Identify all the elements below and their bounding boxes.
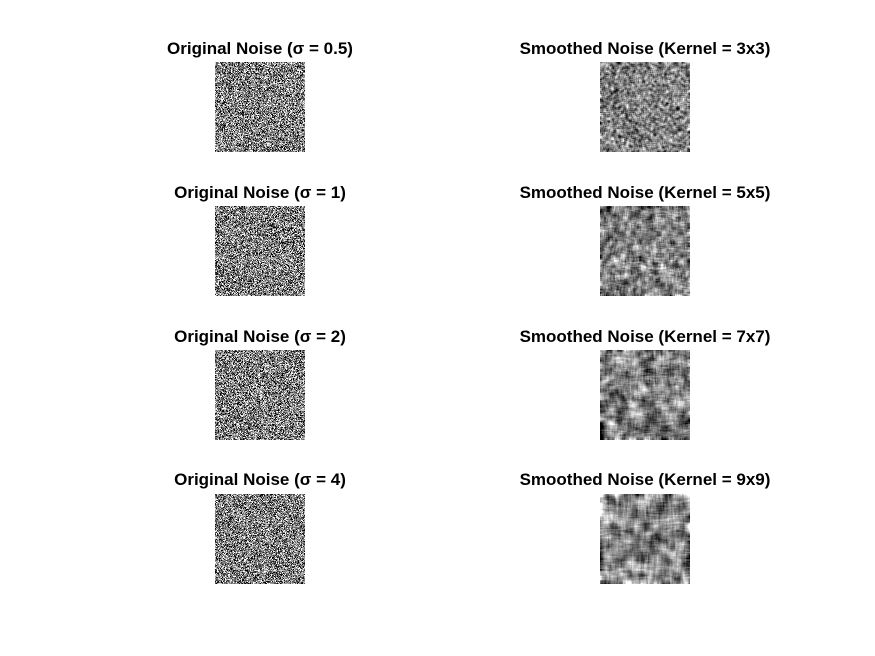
original-noise-title-2: Original Noise (σ = 1): [174, 183, 346, 202]
original-noise-canvas-4: [215, 494, 305, 584]
original-noise-image-1: [215, 62, 305, 152]
smoothed-noise-image-4: [600, 494, 690, 584]
original-noise-title-1: Original Noise (σ = 0.5): [167, 39, 353, 58]
original-noise-canvas-2: [215, 206, 305, 296]
smoothed-noise-title-2: Smoothed Noise (Kernel = 5x5): [519, 183, 771, 202]
original-noise-title-4: Original Noise (σ = 4): [174, 470, 346, 489]
smoothed-noise-canvas-4: [600, 494, 690, 584]
original-noise-image-2: [215, 206, 305, 296]
smoothed-noise-image-1: [600, 62, 690, 152]
smoothed-noise-canvas-1: [600, 62, 690, 152]
original-noise-image-3: [215, 350, 305, 440]
smoothed-noise-canvas-3: [600, 350, 690, 440]
smoothed-noise-title-3: Smoothed Noise (Kernel = 7x7): [519, 327, 771, 346]
original-noise-image-4: [215, 494, 305, 584]
original-noise-canvas-3: [215, 350, 305, 440]
original-noise-canvas-1: [215, 62, 305, 152]
original-noise-title-3: Original Noise (σ = 2): [174, 327, 346, 346]
smoothed-noise-canvas-2: [600, 206, 690, 296]
smoothed-noise-image-3: [600, 350, 690, 440]
smoothed-noise-image-2: [600, 206, 690, 296]
smoothed-noise-title-4: Smoothed Noise (Kernel = 9x9): [519, 470, 771, 489]
smoothed-noise-title-1: Smoothed Noise (Kernel = 3x3): [519, 39, 771, 58]
